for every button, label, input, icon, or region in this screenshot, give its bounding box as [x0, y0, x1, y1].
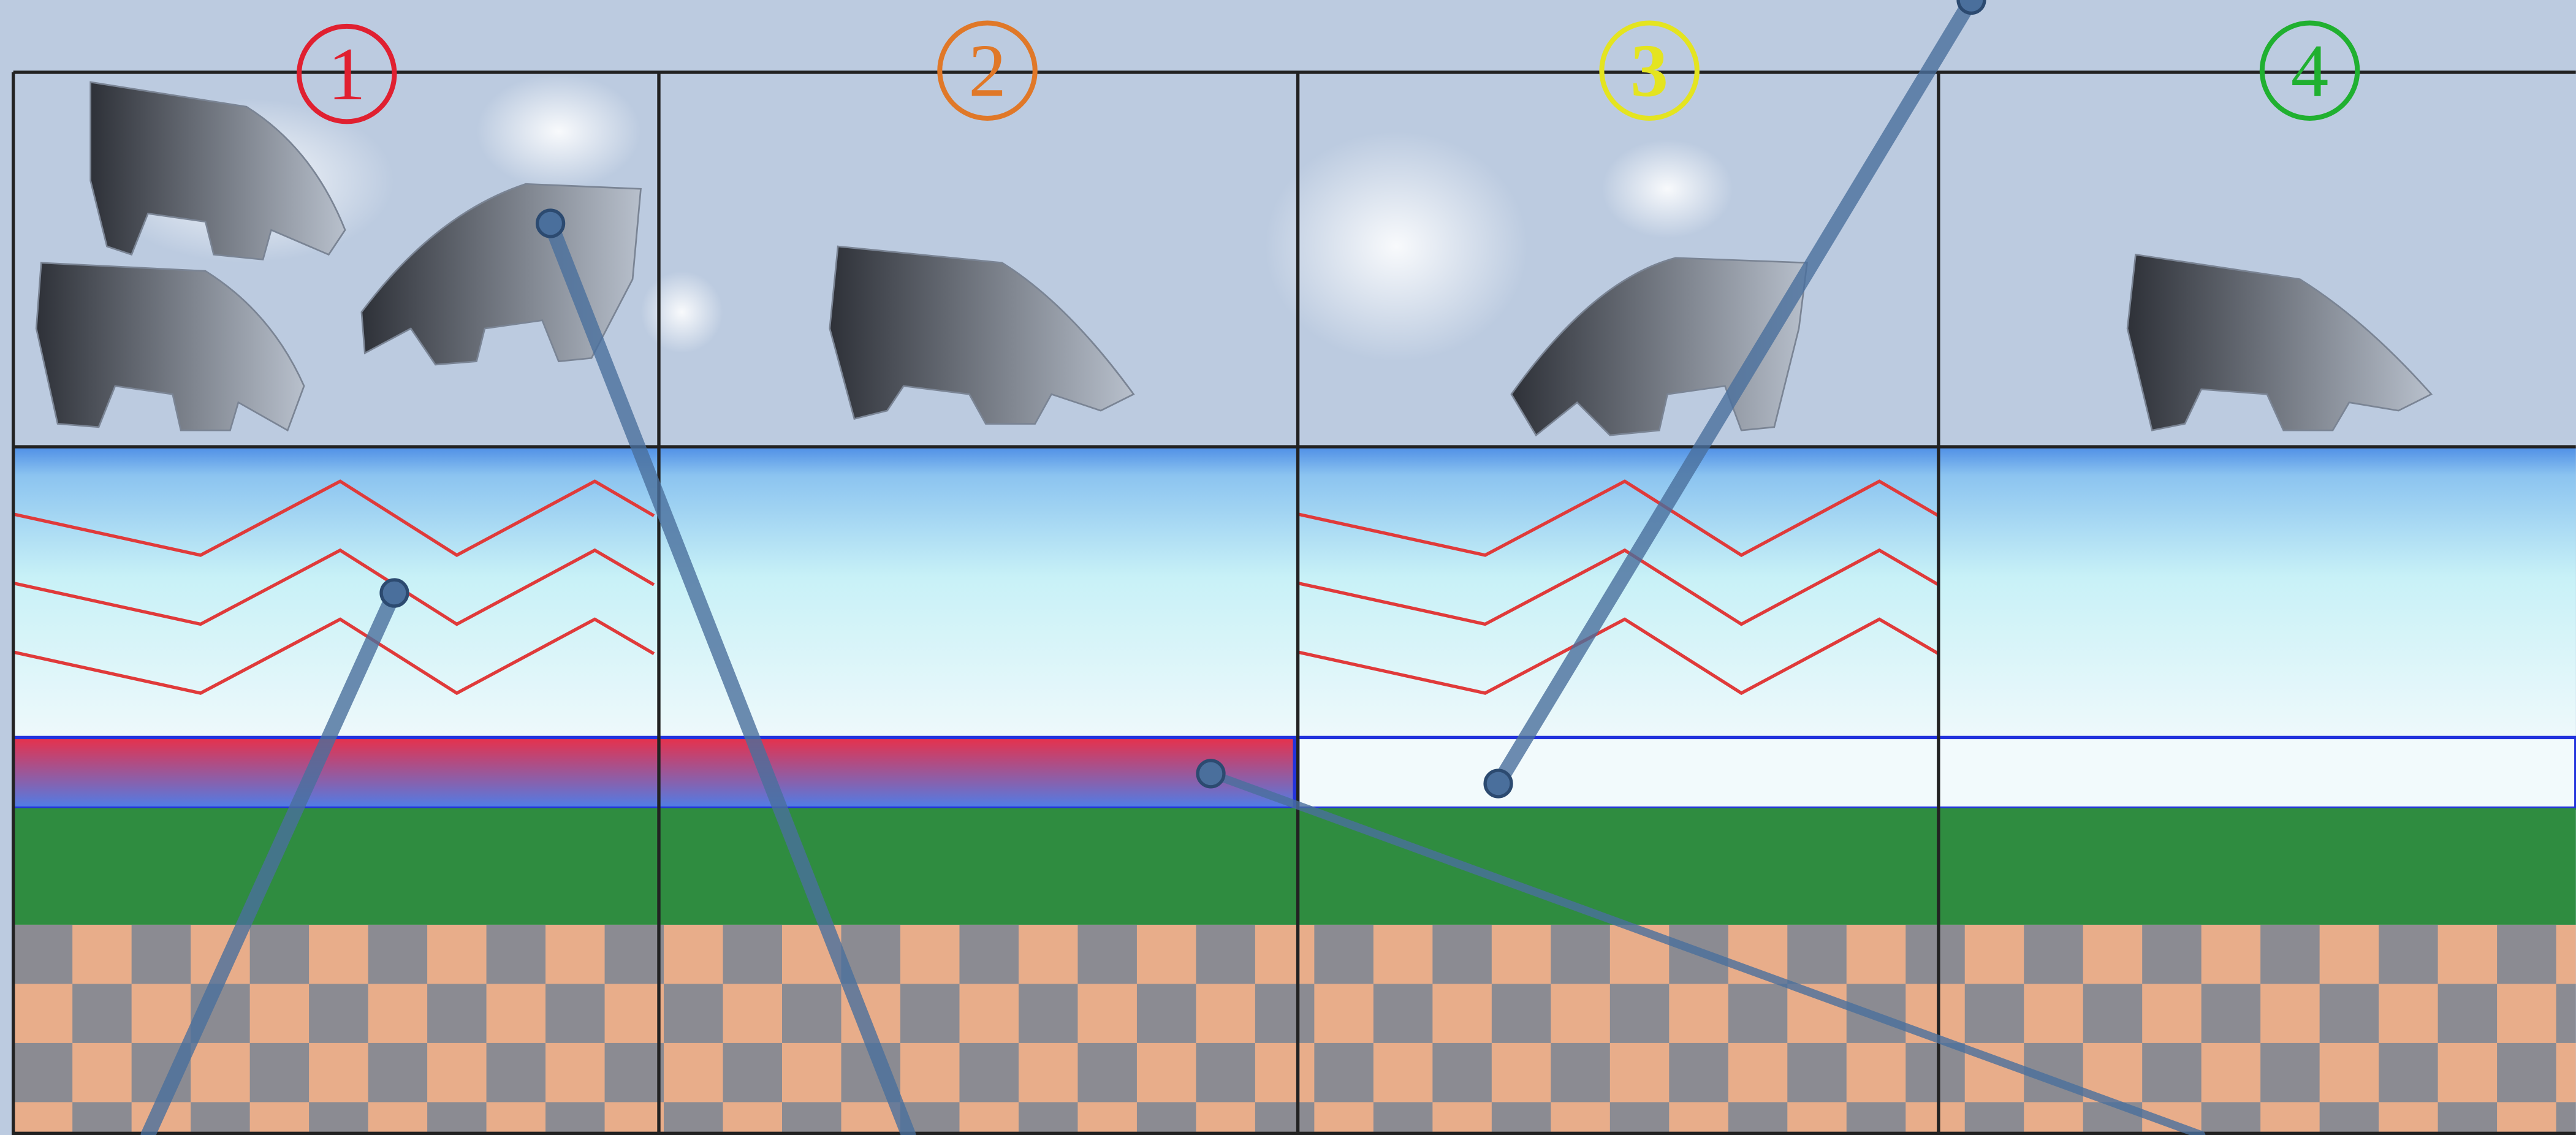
- checkerboard: [13, 924, 2576, 1135]
- label: 1: [328, 32, 366, 116]
- label-circles: [297, 20, 2360, 124]
- label: 4: [2291, 29, 2329, 113]
- pointer-lines: [140, 0, 2206, 1135]
- label: 3: [1630, 29, 1668, 113]
- cows: [35, 81, 2433, 437]
- sky-row: [13, 447, 2576, 738]
- grass: [13, 808, 2576, 925]
- grid: [12, 70, 2576, 1135]
- label: 2: [968, 29, 1006, 113]
- pointer-dots: [379, 0, 1986, 799]
- gradient-band: [12, 735, 1296, 810]
